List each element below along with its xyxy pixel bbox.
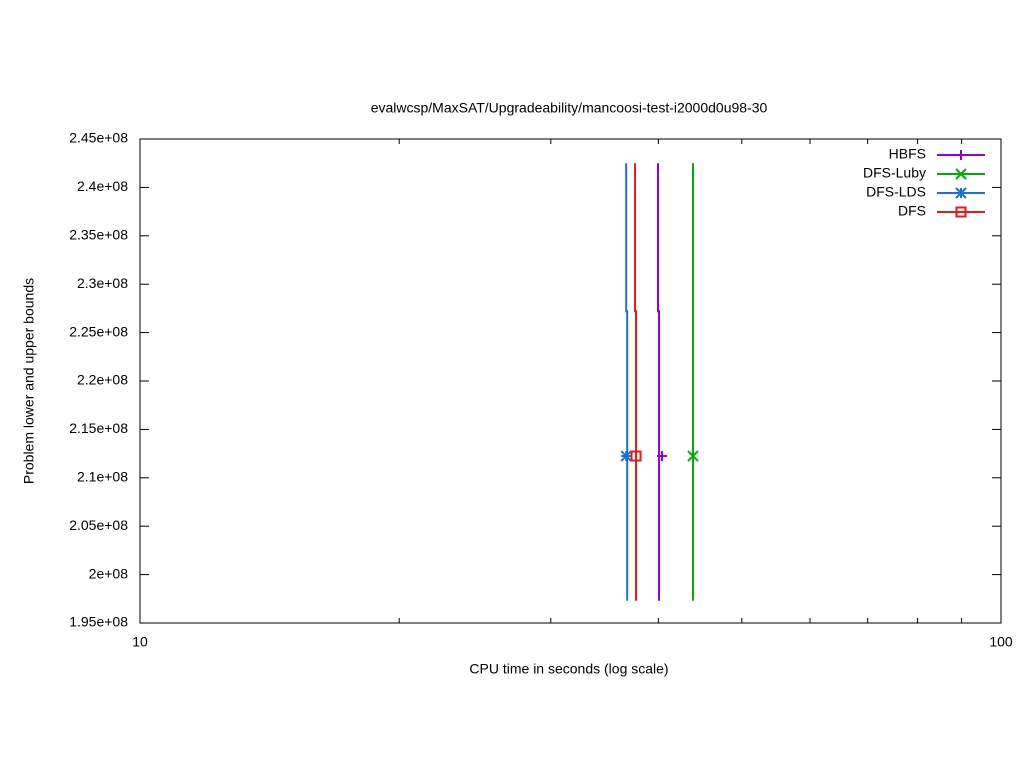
marker-stroke xyxy=(955,187,967,199)
y-tick-label: 1.95e+08 xyxy=(69,614,128,630)
y-tick-label: 2.1e+08 xyxy=(77,469,128,485)
marker xyxy=(955,206,967,218)
chart-title: evalwcsp/MaxSAT/Upgradeability/mancoosi-… xyxy=(371,100,768,116)
marker xyxy=(956,150,966,160)
x-tick-label: 10 xyxy=(132,634,148,650)
series-line xyxy=(634,163,638,601)
marker xyxy=(657,451,668,462)
y-tick-label: 2.4e+08 xyxy=(77,178,128,194)
y-tick-label: 2.35e+08 xyxy=(69,227,128,243)
marker-square xyxy=(630,450,642,462)
marker-stroke xyxy=(955,168,967,180)
marker xyxy=(955,187,967,199)
y-tick-label: 2.15e+08 xyxy=(69,420,128,436)
marker xyxy=(687,450,699,462)
legend-label: HBFS xyxy=(889,146,926,162)
series-line xyxy=(657,163,661,601)
y-tick-label: 2.25e+08 xyxy=(69,323,128,339)
plot-frame xyxy=(139,138,1002,624)
marker xyxy=(955,168,967,180)
y-tick-label: 2.2e+08 xyxy=(77,372,128,388)
marker xyxy=(630,450,642,462)
marker xyxy=(620,450,632,462)
marker-square xyxy=(955,206,967,218)
y-axis-label: Problem lower and upper bounds xyxy=(21,278,37,484)
y-tick-label: 2.45e+08 xyxy=(69,130,128,146)
x-tick-label: 100 xyxy=(989,634,1013,650)
y-tick-label: 2.3e+08 xyxy=(77,275,128,291)
marker-stroke xyxy=(687,450,699,462)
series-line xyxy=(625,163,629,601)
legend-label: DFS xyxy=(898,203,926,219)
legend-label: DFS-LDS xyxy=(866,184,926,200)
legend-label: DFS-Luby xyxy=(863,165,926,181)
y-tick-label: 2.05e+08 xyxy=(69,517,128,533)
x-axis-label: CPU time in seconds (log scale) xyxy=(469,661,668,677)
marker-stroke xyxy=(620,450,632,462)
y-tick-label: 2e+08 xyxy=(89,565,129,581)
